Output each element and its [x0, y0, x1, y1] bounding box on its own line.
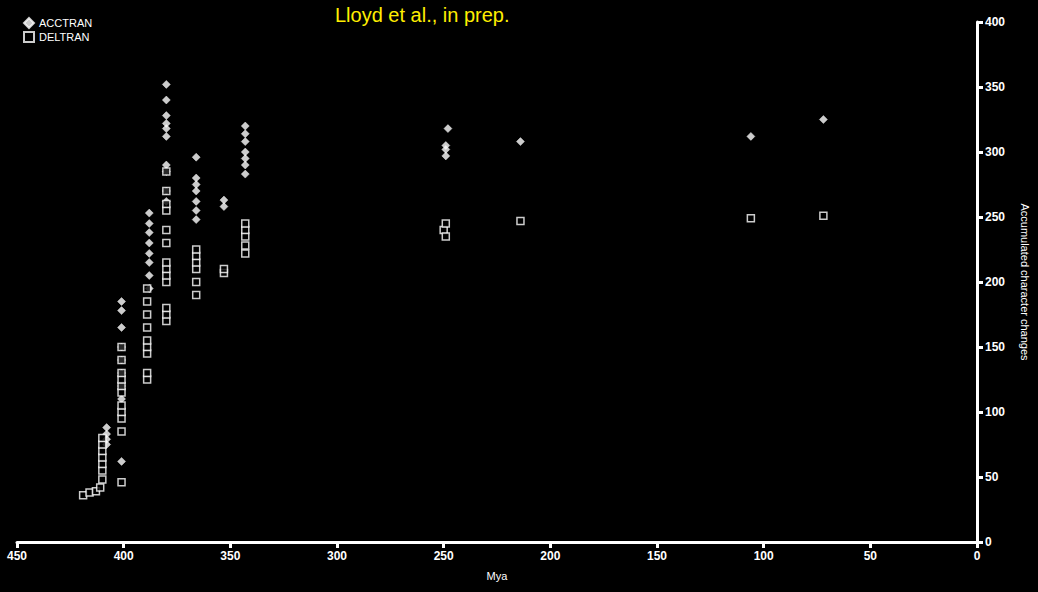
svg-text:100: 100 — [985, 405, 1005, 419]
svg-text:250: 250 — [434, 549, 454, 563]
svg-text:400: 400 — [114, 549, 134, 563]
svg-text:350: 350 — [985, 80, 1005, 94]
svg-text:300: 300 — [327, 549, 347, 563]
svg-text:150: 150 — [985, 340, 1005, 354]
svg-text:Lloyd et al., in prep.: Lloyd et al., in prep. — [335, 4, 510, 26]
svg-text:450: 450 — [7, 549, 27, 563]
svg-text:50: 50 — [864, 549, 878, 563]
svg-text:300: 300 — [985, 145, 1005, 159]
svg-text:0: 0 — [985, 535, 992, 549]
svg-text:200: 200 — [540, 549, 560, 563]
svg-text:Accumulated character changes: Accumulated character changes — [1019, 203, 1031, 361]
svg-text:0: 0 — [974, 549, 981, 563]
svg-text:50: 50 — [985, 470, 999, 484]
svg-text:DELTRAN: DELTRAN — [39, 31, 90, 43]
svg-text:350: 350 — [220, 549, 240, 563]
svg-text:250: 250 — [985, 210, 1005, 224]
svg-text:Mya: Mya — [487, 570, 509, 582]
svg-text:400: 400 — [985, 15, 1005, 29]
svg-text:100: 100 — [754, 549, 774, 563]
svg-text:ACCTRAN: ACCTRAN — [39, 17, 92, 29]
svg-text:200: 200 — [985, 275, 1005, 289]
svg-text:150: 150 — [647, 549, 667, 563]
